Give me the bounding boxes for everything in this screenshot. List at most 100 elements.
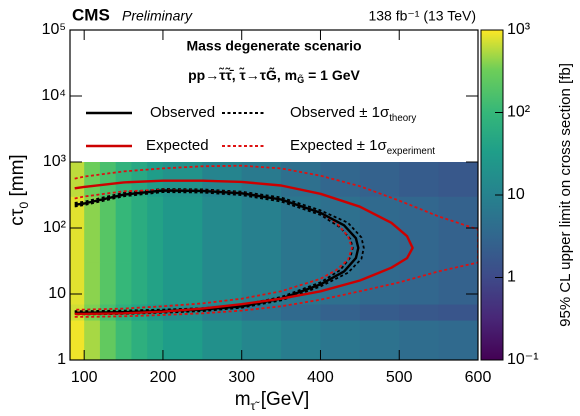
- legend-label-sub: theory: [389, 113, 416, 124]
- y-axis-label-main: cτ: [7, 208, 28, 226]
- y-tick-label: 10²: [43, 219, 67, 236]
- heatmap-cell: [162, 320, 203, 360]
- heatmap-cell: [99, 320, 117, 360]
- heatmap-cell: [162, 196, 203, 263]
- colorbar-tick-label: 10⁻¹: [507, 351, 539, 368]
- heatmap-cell: [99, 162, 117, 197]
- heatmap-cell: [131, 262, 148, 305]
- heatmap-cell: [241, 196, 282, 263]
- heatmap-cell: [359, 320, 400, 360]
- heatmap-cell: [281, 162, 321, 197]
- heatmap-cell: [438, 262, 478, 305]
- colorbar-tick-label: 10: [507, 186, 525, 203]
- heatmap-cell: [281, 304, 321, 321]
- colorbar-label: 95% CL upper limit on cross section [fb]: [557, 63, 574, 327]
- heatmap-cell: [147, 162, 164, 197]
- y-tick-label: 10: [48, 285, 66, 302]
- heatmap-cell: [70, 320, 85, 360]
- contour-line: [74, 179, 414, 316]
- heatmap-cell: [162, 262, 203, 305]
- heatmap-cell: [399, 304, 440, 321]
- subtitle-end: = 1 GeV: [304, 67, 360, 83]
- heatmap-cell: [438, 162, 478, 197]
- heatmap-cell: [359, 162, 400, 197]
- heatmap-cell: [202, 320, 243, 360]
- experiment: CMS: [72, 5, 110, 24]
- heatmap-cell: [399, 196, 440, 263]
- x-tick-label: 200: [150, 369, 177, 386]
- heatmap-cell: [320, 196, 361, 263]
- x-axis-label-main: m: [235, 389, 251, 410]
- heatmap-cell: [399, 262, 440, 305]
- x-tick-label: 100: [71, 369, 98, 386]
- heatmap-cell: [438, 196, 478, 263]
- heatmap-cell: [320, 162, 361, 197]
- band-edge: [74, 164, 478, 318]
- legend-label: Observed: [150, 104, 215, 121]
- heatmap-cell: [84, 320, 101, 360]
- heatmap-cell: [99, 262, 117, 305]
- heatmap-cell: [147, 196, 164, 263]
- heatmap-cell: [241, 320, 282, 360]
- x-tick-label: 600: [465, 369, 492, 386]
- legend-label: Observed ± 1σtheory: [290, 104, 416, 124]
- legend-label: Expected ± 1σexperiment: [290, 137, 435, 157]
- legend-label-sub: experiment: [387, 146, 436, 157]
- heatmap-cell: [115, 196, 132, 263]
- heatmap-cell: [84, 162, 101, 197]
- y-tick-label: 10⁵: [42, 21, 66, 38]
- heatmap-cell: [115, 262, 132, 305]
- y-tick-label: 10³: [43, 153, 67, 170]
- title: Mass degenerate scenario: [186, 38, 361, 54]
- heatmap-cell: [115, 162, 132, 197]
- heatmap-cell: [115, 320, 132, 360]
- colorbar-tick-label: 10³: [507, 21, 531, 38]
- x-axis-label-end: [GeV]: [255, 389, 309, 410]
- status: Preliminary: [122, 8, 193, 24]
- heatmap-cell: [359, 196, 400, 263]
- x-tick-label: 300: [228, 369, 255, 386]
- heatmap-cell: [241, 304, 282, 321]
- subtitle-sub: G̃: [297, 74, 304, 85]
- heatmap-cell: [438, 304, 478, 321]
- heatmap-cell: [84, 262, 101, 305]
- y-axis-label-sub: 0: [17, 202, 31, 209]
- contours: [74, 164, 478, 318]
- heatmap-cell: [70, 162, 85, 197]
- legend-label-main: Observed ± 1σ: [290, 104, 390, 121]
- plot-frame: [69, 29, 479, 361]
- x-axis-label: mτ̃ [GeV]: [235, 389, 310, 413]
- band-edge: [74, 188, 365, 316]
- legend-label-main: Expected ± 1σ: [290, 137, 387, 154]
- heatmap-cell: [202, 262, 243, 305]
- heatmap-cell: [320, 304, 361, 321]
- heatmap-cell: [147, 262, 164, 305]
- heatmap-cell: [399, 320, 440, 360]
- heatmap-cell: [70, 196, 85, 263]
- colorbar-tick-label: 10²: [507, 104, 531, 121]
- heatmap-cell: [131, 320, 148, 360]
- x-tick-label: 400: [307, 369, 334, 386]
- heatmap-cell: [281, 320, 321, 360]
- legend-label: Expected: [146, 137, 209, 154]
- colorbar-tick-label: 1: [507, 269, 516, 286]
- x-tick-label: 500: [386, 369, 413, 386]
- y-tick-label: 1: [57, 351, 66, 368]
- heatmap-cell: [99, 196, 117, 263]
- heatmap-cell: [359, 304, 400, 321]
- heatmap-cell: [70, 262, 85, 305]
- subtitle-main: pp→τ̃τ̃̄, τ̃→τG̃, m: [188, 66, 297, 83]
- subtitle: pp→τ̃τ̃̄, τ̃→τG̃, mG̃ = 1 GeV: [188, 66, 360, 86]
- heatmap: [70, 162, 478, 360]
- lumi: 138 fb⁻¹ (13 TeV): [368, 8, 476, 24]
- heatmap-cell: [399, 162, 440, 197]
- heatmap-cell: [438, 320, 478, 360]
- heatmap-cell: [147, 320, 164, 360]
- y-axis-label: cτ0 [mm]: [7, 154, 31, 225]
- heatmap-cell: [202, 196, 243, 263]
- y-axis-label-end: [mm]: [7, 154, 28, 202]
- y-tick-label: 10⁴: [41, 87, 66, 104]
- heatmap-cell: [84, 196, 101, 263]
- heatmap-cell: [320, 320, 361, 360]
